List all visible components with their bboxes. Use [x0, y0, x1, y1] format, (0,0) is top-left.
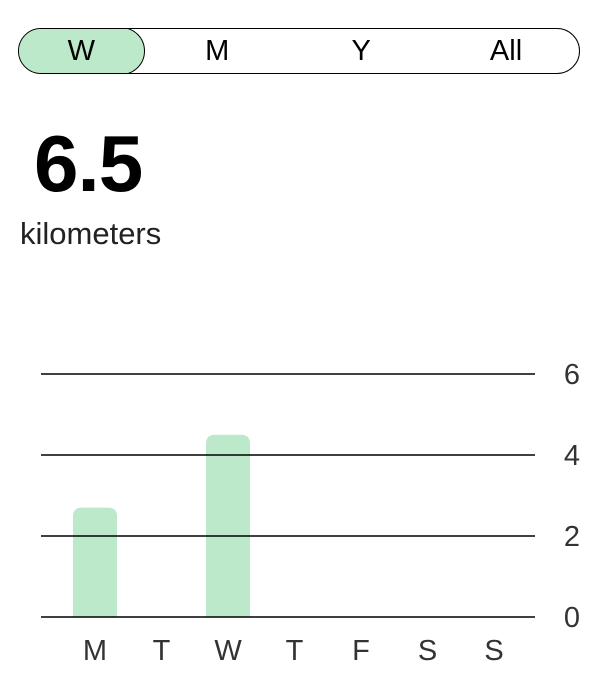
total-distance-unit: kilometers [20, 216, 162, 251]
y-tick-label: 2 [564, 521, 580, 553]
y-tick-label: 6 [564, 359, 580, 391]
range-option-week[interactable]: W [19, 29, 146, 73]
range-option-year[interactable]: Y [289, 29, 433, 73]
x-tick-label: W [214, 635, 242, 667]
x-tick-label: T [286, 635, 304, 667]
range-option-month[interactable]: M [145, 29, 289, 73]
range-option-year-label: Y [351, 34, 371, 67]
x-tick-label: S [484, 635, 503, 667]
range-option-week-label: W [67, 34, 96, 67]
y-tick-label: 0 [564, 602, 580, 634]
x-tick-label: M [83, 635, 107, 667]
distance-bar-chart: 0 2 4 6 M T W T F S S [41, 359, 580, 667]
range-option-all[interactable]: All [433, 29, 579, 73]
x-tick-label: T [153, 635, 171, 667]
chart-y-ticks: 0 2 4 6 [564, 359, 580, 634]
bar-0 [73, 507, 117, 617]
range-option-month-label: M [205, 34, 230, 67]
x-tick-label: S [418, 635, 437, 667]
chart-gridlines [41, 373, 535, 618]
y-tick-label: 4 [564, 440, 580, 472]
chart-bars [73, 434, 250, 617]
x-tick-label: F [352, 635, 370, 667]
bar-2 [206, 434, 250, 617]
total-distance-value: 6.5 [34, 119, 143, 208]
range-option-all-label: All [489, 34, 523, 67]
range-selector: W M Y All [18, 28, 580, 74]
